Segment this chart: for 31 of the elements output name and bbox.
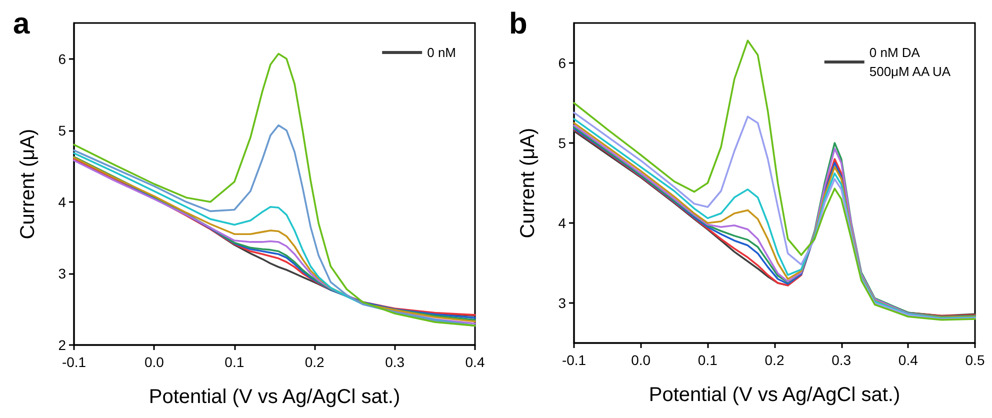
y-axis-title: Current (μA) — [17, 128, 39, 240]
y-tick-label: 5 — [58, 122, 66, 138]
x-tick-label: -0.1 — [562, 352, 586, 368]
x-axis-title: Potential (V vs Ag/AgCl sat.) — [648, 384, 900, 406]
x-tick-label: 0.0 — [144, 354, 164, 370]
x-tick-label: 0.3 — [832, 352, 852, 368]
y-tick-label: 6 — [58, 50, 66, 67]
x-tick-label: 0.5 — [965, 352, 985, 368]
x-tick-label: 0.2 — [764, 352, 784, 368]
y-tick-label: 5 — [558, 135, 566, 151]
y-tick-label: 2 — [58, 337, 66, 353]
x-tick-label: -0.1 — [62, 354, 86, 370]
y-tick-label: 3 — [558, 295, 566, 311]
chart-title: b — [509, 8, 528, 40]
legend-label: 0 nM — [427, 45, 456, 60]
y-axis-title: Current (μA) — [517, 128, 539, 238]
y-tick-label: 3 — [58, 265, 66, 282]
x-tick-label: 0.2 — [304, 354, 325, 370]
x-tick-label: 0.3 — [385, 354, 405, 370]
x-axis-title: Potential (V vs Ag/AgCl sat.) — [148, 386, 400, 408]
line-series — [573, 40, 976, 321]
x-tick-label: 0.1 — [224, 354, 244, 370]
x-tick-label: 0.4 — [898, 352, 918, 368]
x-tick-label: 0.1 — [698, 352, 718, 368]
x-tick-label: 0.0 — [631, 352, 651, 368]
legend-label: 0 nM DA 500μM AA UA — [869, 45, 951, 79]
chart-title: a — [13, 8, 30, 40]
y-tick-label: 6 — [558, 55, 566, 71]
y-tick-label: 4 — [58, 194, 66, 210]
x-tick-label: 0.4 — [465, 354, 485, 370]
y-tick-label: 4 — [558, 215, 566, 231]
